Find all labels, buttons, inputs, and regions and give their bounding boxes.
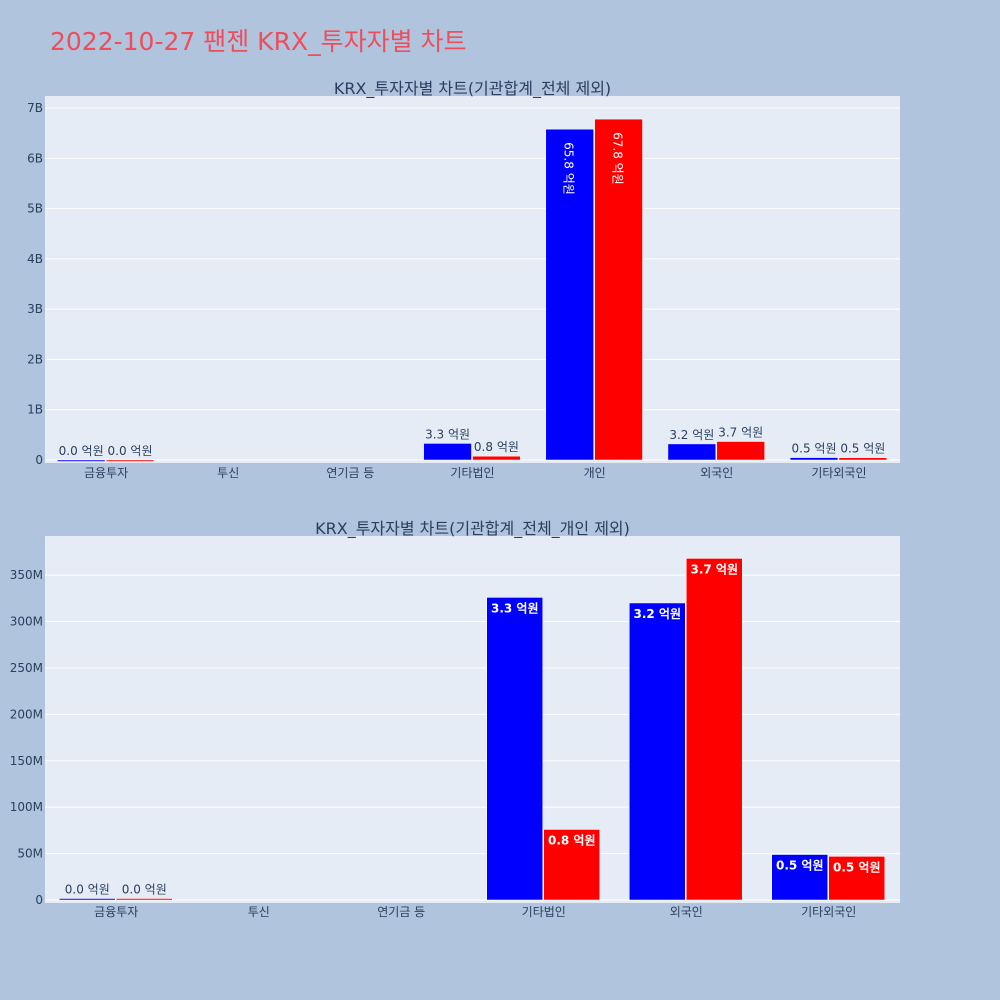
y-tick-label: 150M — [10, 754, 43, 768]
y-tick-label: 250M — [10, 661, 43, 675]
data-label: 0.0 억원 — [108, 444, 153, 458]
bar — [543, 829, 600, 901]
x-tick-label: 외국인 — [670, 905, 703, 919]
bar — [105, 459, 155, 462]
y-tick-label: 0 — [35, 893, 43, 907]
chart-title: KRX_투자자별 차트(기관합계_전체 제외) — [334, 79, 611, 99]
bar — [629, 602, 686, 901]
plot-area — [45, 536, 900, 903]
y-tick-label: 100M — [10, 800, 43, 814]
bar — [686, 558, 743, 901]
data-label: 3.2 억원 — [633, 607, 681, 621]
y-tick-label: 300M — [10, 615, 43, 629]
page-title: 2022-10-27 팬젠 KRX_투자자별 차트 — [50, 27, 467, 56]
data-label: 3.7 억원 — [690, 562, 738, 576]
data-label: 0.0 억원 — [59, 444, 104, 458]
bar — [116, 898, 173, 901]
y-tick-label: 200M — [10, 707, 43, 721]
y-tick-label: 6B — [27, 151, 43, 165]
x-tick-label: 연기금 등 — [326, 466, 374, 480]
data-label: 65.8 억원 — [562, 142, 576, 195]
y-tick-label: 3B — [27, 302, 43, 316]
data-label: 0.5 억원 — [840, 442, 885, 456]
y-tick-label: 4B — [27, 252, 43, 266]
data-label: 0.0 억원 — [122, 883, 167, 897]
data-label: 67.8 억원 — [611, 132, 625, 185]
x-tick-label: 기타외국인 — [811, 466, 866, 480]
x-tick-label: 외국인 — [700, 466, 733, 480]
chart-2: 0 50M 100M 150M 200M 250M 300M 350M KRX_투자자별 차트(… — [10, 519, 900, 919]
bar — [789, 457, 839, 461]
y-tick-label: 50M — [17, 847, 43, 861]
y-tick-label: 1B — [27, 403, 43, 417]
data-label: 0.5 억원 — [776, 859, 824, 873]
bar — [56, 459, 106, 462]
bar — [59, 898, 116, 901]
bar — [716, 441, 765, 461]
data-label: 3.3 억원 — [491, 601, 539, 615]
bar — [828, 856, 885, 901]
plot-area — [45, 96, 900, 463]
data-label: 0.0 억원 — [65, 883, 110, 897]
data-label: 0.8 억원 — [548, 833, 596, 847]
x-tick-label: 투신 — [248, 905, 270, 919]
y-tick-label: 0 — [35, 453, 43, 467]
x-tick-label: 투신 — [217, 466, 239, 480]
x-tick-label: 개인 — [584, 466, 606, 480]
bar — [838, 457, 888, 461]
y-tick-label: 5B — [27, 202, 43, 216]
x-tick-label: 기타법인 — [522, 905, 566, 919]
y-tick-label: 7B — [27, 101, 43, 115]
bar — [667, 443, 717, 461]
data-label: 3.7 억원 — [718, 425, 763, 439]
data-label: 3.3 억원 — [425, 427, 470, 441]
data-label: 0.5 억원 — [833, 860, 881, 874]
x-tick-label: 기타외국인 — [801, 905, 856, 919]
data-label: 0.5 억원 — [792, 442, 837, 456]
y-tick-label: 350M — [10, 568, 43, 582]
chart-title: KRX_투자자별 차트(기관합계_전체_개인 제외) — [315, 519, 630, 539]
bar — [486, 597, 543, 901]
bar — [472, 455, 521, 461]
x-tick-label: 금융투자 — [94, 905, 138, 919]
bar — [545, 128, 594, 461]
x-tick-label: 금융투자 — [84, 466, 128, 480]
data-label: 0.8 억원 — [474, 440, 519, 454]
chart-1: 0 1B 2B 3B 4B 5B 6B 7B KRX_투자자별 차트(기관합계_전체 제외) 금융… — [27, 79, 900, 480]
bar — [594, 118, 643, 461]
y-tick-label: 2B — [27, 352, 43, 366]
bar — [423, 443, 472, 461]
x-tick-label: 기타법인 — [450, 466, 494, 480]
x-tick-label: 연기금 등 — [377, 905, 425, 919]
data-label: 3.2 억원 — [669, 428, 714, 442]
bar — [771, 854, 828, 901]
